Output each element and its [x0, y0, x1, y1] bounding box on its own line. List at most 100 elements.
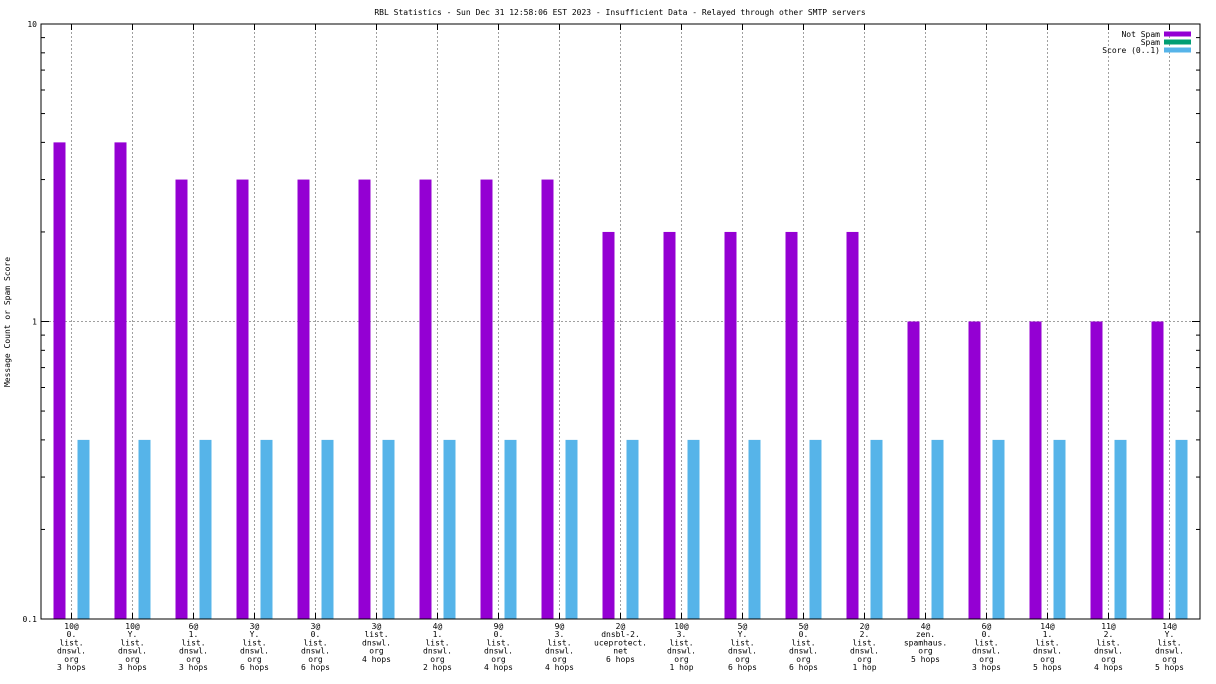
x-tick-label-line: 2@ — [616, 622, 626, 631]
bar-not-spam — [724, 231, 737, 619]
x-tick-label-line: org — [369, 647, 384, 656]
x-tick-label-line: 6@ — [189, 622, 199, 631]
x-tick-label-line: 2. — [1104, 630, 1114, 639]
x-tick-label: 14@ 1. list. dnswl. org 5 hops — [1033, 622, 1062, 672]
x-tick-label-line: 5@ — [738, 622, 748, 631]
x-tick-label-line: 3@ — [311, 622, 321, 631]
legend-swatch — [1164, 39, 1191, 45]
x-tick-label: 10@ Y. list. dnswl. org 3 hops — [118, 622, 147, 672]
x-tick-label-line: list. — [181, 638, 205, 647]
x-tick-label-line: 5@ — [799, 622, 809, 631]
x-tick-label-line: 3@ — [250, 622, 260, 631]
x-tick-label-line: 1. — [1043, 630, 1053, 639]
chart-title: RBL Statistics - Sun Dec 31 12:58:06 EST… — [374, 8, 865, 17]
x-tick-label-line: dnswl. — [1033, 647, 1062, 656]
x-tick-label-line: 1 hop — [669, 663, 693, 672]
x-tick-label: 9@ 3. list. dnswl. org 4 hops — [545, 622, 574, 672]
x-tick-label-line: org — [552, 655, 567, 664]
bar-score-0-1 — [199, 439, 212, 619]
x-tick-label-line: dnswl. — [179, 647, 208, 656]
x-tick-label-line: list. — [974, 638, 998, 647]
bar-not-spam — [114, 142, 127, 619]
x-tick-label-line: 3 hops — [179, 663, 208, 672]
x-tick-label-line: 0. — [67, 630, 77, 639]
x-tick-label-line: list. — [1157, 638, 1181, 647]
x-tick-label-line: dnswl. — [240, 647, 269, 656]
x-tick-label-line: dnswl. — [484, 647, 513, 656]
x-tick-label: 3@ 0. list. dnswl. org 6 hops — [301, 622, 330, 672]
x-tick-label-line: 9@ — [555, 622, 565, 631]
x-tick-label-line: org — [430, 655, 445, 664]
x-tick-label-line: list. — [791, 638, 815, 647]
x-tick-label: 14@ Y. list. dnswl. org 5 hops — [1155, 622, 1184, 672]
x-tick-label-line: org — [1162, 655, 1177, 664]
x-tick-label-line: Y. — [738, 630, 748, 639]
bar-not-spam — [968, 321, 981, 619]
bar-not-spam — [1090, 321, 1103, 619]
bar-score-0-1 — [443, 439, 456, 619]
x-tick-label: 11@ 2. list. dnswl. org 4 hops — [1094, 622, 1123, 672]
x-tick-label-line: dnswl. — [789, 647, 818, 656]
x-tick-label-line: Y. — [1165, 630, 1175, 639]
x-tick-label-line: 3 hops — [972, 663, 1001, 672]
bar-score-0-1 — [138, 439, 151, 619]
bar-score-0-1 — [565, 439, 578, 619]
x-tick-label-line: 4 hops — [1094, 663, 1123, 672]
x-tick-label-line: 2@ — [860, 622, 870, 631]
bar-not-spam — [1151, 321, 1164, 619]
x-tick-label-line: 4 hops — [484, 663, 513, 672]
y-axis-label: Message Count or Spam Score — [3, 257, 12, 387]
x-tick-label-line: 6 hops — [789, 663, 818, 672]
bar-not-spam — [175, 179, 188, 619]
x-tick-label-line: dnswl. — [667, 647, 696, 656]
x-tick-label-line: dnswl. — [850, 647, 879, 656]
x-tick-label: 4@ zen. spamhaus. org 5 hops — [904, 622, 947, 664]
x-tick-label-line: list. — [59, 638, 83, 647]
bar-not-spam — [785, 231, 798, 619]
x-tick-label-line: list. — [486, 638, 510, 647]
bar-score-0-1 — [77, 439, 90, 619]
x-tick-label-line: list. — [303, 638, 327, 647]
y-tick-label: 10 — [27, 20, 37, 29]
x-tick-label-line: dnswl. — [423, 647, 452, 656]
bar-score-0-1 — [321, 439, 334, 619]
x-tick-label: 6@ 0. list. dnswl. org 3 hops — [972, 622, 1001, 672]
x-tick-label: 3@ Y. list. dnswl. org 6 hops — [240, 622, 269, 672]
bar-score-0-1 — [260, 439, 273, 619]
x-tick-label-line: dnsbl-2. — [601, 630, 640, 639]
x-tick-label: 9@ 0. list. dnswl. org 4 hops — [484, 622, 513, 672]
x-tick-label-line: org — [125, 655, 140, 664]
x-tick-label-line: dnswl. — [1155, 647, 1184, 656]
x-tick-label-line: dnswl. — [362, 638, 391, 647]
x-tick-label-line: 4 hops — [362, 655, 391, 664]
x-tick-label-line: 3@ — [372, 622, 382, 631]
x-tick-label: 2@ 2. list. dnswl. org 1 hop — [850, 622, 879, 672]
x-tick-label-line: dnswl. — [972, 647, 1001, 656]
x-tick-label-line: 4 hops — [545, 663, 574, 672]
x-tick-label-line: 0. — [982, 630, 992, 639]
x-tick-label-line: 2. — [860, 630, 870, 639]
x-tick-label-line: 2 hops — [423, 663, 452, 672]
x-tick-label: 3@ list. dnswl. org 4 hops — [362, 622, 391, 664]
x-tick-label-line: 6 hops — [240, 663, 269, 672]
x-tick-label-line: list. — [730, 638, 754, 647]
x-tick-label-line: 1. — [189, 630, 199, 639]
legend-swatch — [1164, 47, 1191, 53]
y-tick-label: 1 — [32, 318, 37, 327]
x-tick-label-line: 3. — [555, 630, 565, 639]
x-tick-label-line: list. — [1096, 638, 1120, 647]
x-tick-label-line: 0. — [311, 630, 321, 639]
grid-lines — [41, 24, 1200, 619]
x-tick-label-line: org — [308, 655, 323, 664]
x-tick-label-line: 4@ — [921, 622, 931, 631]
legend-swatch — [1164, 31, 1191, 37]
legend-label: Score (0..1) — [1102, 46, 1160, 55]
x-tick-label-line: uceprotect. — [594, 638, 647, 647]
x-tick-label-line: 0. — [494, 630, 504, 639]
bar-score-0-1 — [626, 439, 639, 619]
x-tick-label-line: org — [796, 655, 811, 664]
bar-not-spam — [602, 231, 615, 619]
